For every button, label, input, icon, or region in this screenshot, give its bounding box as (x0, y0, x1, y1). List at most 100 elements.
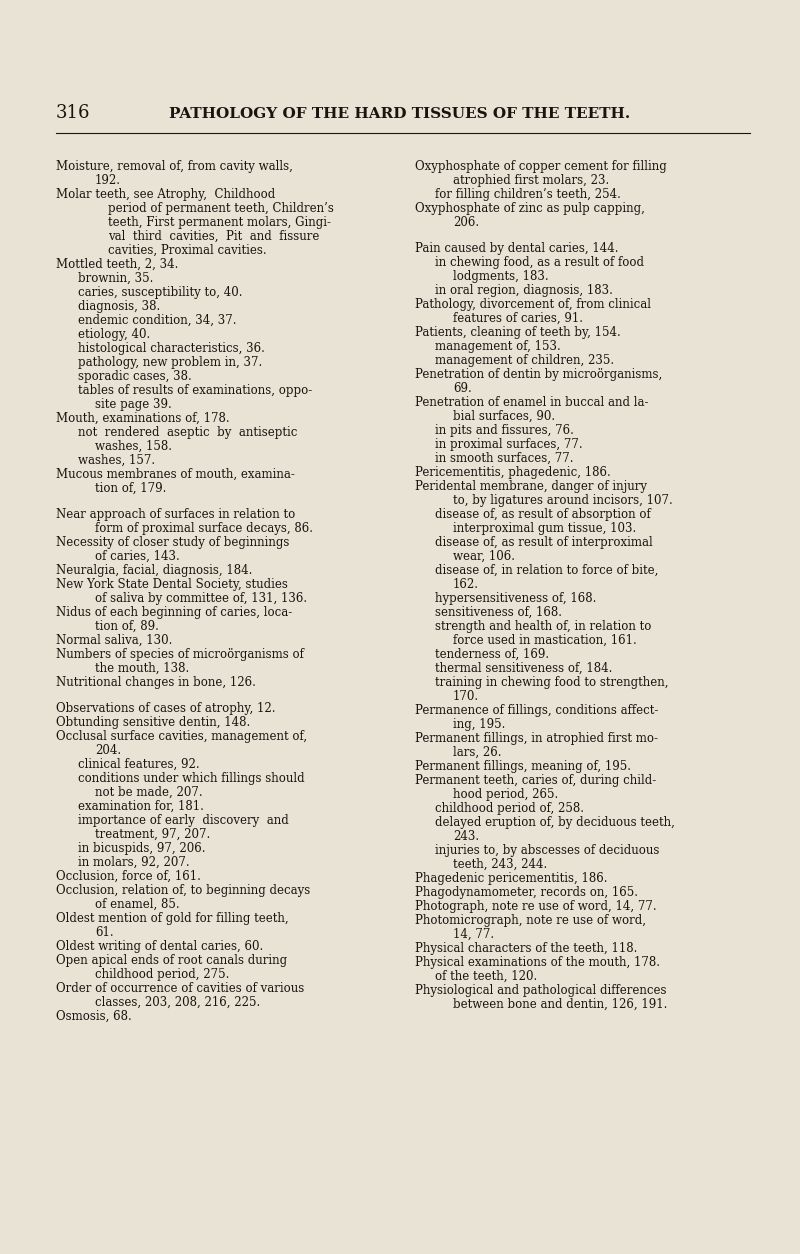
Text: brownin, 35.: brownin, 35. (78, 272, 154, 285)
Text: site page 39.: site page 39. (95, 398, 172, 411)
Text: not be made, 207.: not be made, 207. (95, 786, 202, 799)
Text: tables of results of examinations, oppo-: tables of results of examinations, oppo- (78, 384, 312, 398)
Text: of the teeth, 120.: of the teeth, 120. (435, 969, 538, 983)
Text: diagnosis, 38.: diagnosis, 38. (78, 300, 160, 314)
Text: Mouth, examinations of, 178.: Mouth, examinations of, 178. (56, 413, 230, 425)
Text: tion of, 179.: tion of, 179. (95, 482, 166, 495)
Text: 243.: 243. (453, 830, 479, 843)
Text: thermal sensitiveness of, 184.: thermal sensitiveness of, 184. (435, 662, 612, 675)
Text: teeth, First permanent molars, Gingi-: teeth, First permanent molars, Gingi- (108, 216, 331, 229)
Text: hood period, 265.: hood period, 265. (453, 788, 558, 801)
Text: childhood period of, 258.: childhood period of, 258. (435, 801, 584, 815)
Text: histological characteristics, 36.: histological characteristics, 36. (78, 342, 265, 355)
Text: disease of, as result of interproximal: disease of, as result of interproximal (435, 535, 653, 549)
Text: Photograph, note re use of word, 14, 77.: Photograph, note re use of word, 14, 77. (415, 900, 657, 913)
Text: 316: 316 (56, 104, 90, 122)
Text: in molars, 92, 207.: in molars, 92, 207. (78, 855, 190, 869)
Text: in chewing food, as a result of food: in chewing food, as a result of food (435, 256, 644, 268)
Text: for filling children’s teeth, 254.: for filling children’s teeth, 254. (435, 188, 621, 201)
Text: examination for, 181.: examination for, 181. (78, 800, 204, 813)
Text: 192.: 192. (95, 174, 121, 187)
Text: conditions under which fillings should: conditions under which fillings should (78, 771, 305, 785)
Text: form of proximal surface decays, 86.: form of proximal surface decays, 86. (95, 522, 313, 535)
Text: Physiological and pathological differences: Physiological and pathological differenc… (415, 984, 666, 997)
Text: Physical examinations of the mouth, 178.: Physical examinations of the mouth, 178. (415, 956, 660, 969)
Text: 170.: 170. (453, 690, 479, 703)
Text: Penetration of dentin by microörganisms,: Penetration of dentin by microörganisms, (415, 367, 662, 381)
Text: between bone and dentin, 126, 191.: between bone and dentin, 126, 191. (453, 998, 667, 1011)
Text: Physical characters of the teeth, 118.: Physical characters of the teeth, 118. (415, 942, 638, 954)
Text: Observations of cases of atrophy, 12.: Observations of cases of atrophy, 12. (56, 702, 275, 715)
Text: Permanent fillings, meaning of, 195.: Permanent fillings, meaning of, 195. (415, 760, 631, 772)
Text: not  rendered  aseptic  by  antiseptic: not rendered aseptic by antiseptic (78, 426, 298, 439)
Text: Pathology, divorcement of, from clinical: Pathology, divorcement of, from clinical (415, 298, 651, 311)
Text: 204.: 204. (95, 744, 121, 757)
Text: PATHOLOGY OF THE HARD TISSUES OF THE TEETH.: PATHOLOGY OF THE HARD TISSUES OF THE TEE… (170, 107, 630, 120)
Text: Pericementitis, phagedenic, 186.: Pericementitis, phagedenic, 186. (415, 466, 610, 479)
Text: Occlusion, relation of, to beginning decays: Occlusion, relation of, to beginning dec… (56, 884, 310, 897)
Text: in bicuspids, 97, 206.: in bicuspids, 97, 206. (78, 841, 206, 855)
Text: lars, 26.: lars, 26. (453, 746, 502, 759)
Text: Phagedenic pericementitis, 186.: Phagedenic pericementitis, 186. (415, 872, 607, 885)
Text: Moisture, removal of, from cavity walls,: Moisture, removal of, from cavity walls, (56, 161, 293, 173)
Text: Open apical ends of root canals during: Open apical ends of root canals during (56, 954, 287, 967)
Text: 162.: 162. (453, 578, 479, 591)
Text: treatment, 97, 207.: treatment, 97, 207. (95, 828, 210, 840)
Text: Necessity of closer study of beginnings: Necessity of closer study of beginnings (56, 535, 290, 549)
Text: Oldest writing of dental caries, 60.: Oldest writing of dental caries, 60. (56, 939, 263, 953)
Text: importance of early  discovery  and: importance of early discovery and (78, 814, 289, 826)
Text: Obtunding sensitive dentin, 148.: Obtunding sensitive dentin, 148. (56, 716, 250, 729)
Text: Peridental membrane, danger of injury: Peridental membrane, danger of injury (415, 480, 647, 493)
Text: in pits and fissures, 76.: in pits and fissures, 76. (435, 424, 574, 436)
Text: val  third  cavities,  Pit  and  fissure: val third cavities, Pit and fissure (108, 229, 319, 243)
Text: training in chewing food to strengthen,: training in chewing food to strengthen, (435, 676, 669, 688)
Text: teeth, 243, 244.: teeth, 243, 244. (453, 858, 547, 870)
Text: injuries to, by abscesses of deciduous: injuries to, by abscesses of deciduous (435, 844, 659, 856)
Text: disease of, in relation to force of bite,: disease of, in relation to force of bite… (435, 564, 658, 577)
Text: Order of occurrence of cavities of various: Order of occurrence of cavities of vario… (56, 982, 304, 994)
Text: interproximal gum tissue, 103.: interproximal gum tissue, 103. (453, 522, 636, 535)
Text: Oldest mention of gold for filling teeth,: Oldest mention of gold for filling teeth… (56, 912, 289, 924)
Text: washes, 158.: washes, 158. (95, 440, 172, 453)
Text: to, by ligatures around incisors, 107.: to, by ligatures around incisors, 107. (453, 494, 673, 507)
Text: Mottled teeth, 2, 34.: Mottled teeth, 2, 34. (56, 258, 178, 271)
Text: hypersensitiveness of, 168.: hypersensitiveness of, 168. (435, 592, 596, 604)
Text: features of caries, 91.: features of caries, 91. (453, 312, 583, 325)
Text: cavities, Proximal cavities.: cavities, Proximal cavities. (108, 245, 266, 257)
Text: New York State Dental Society, studies: New York State Dental Society, studies (56, 578, 288, 591)
Text: atrophied first molars, 23.: atrophied first molars, 23. (453, 174, 610, 187)
Text: in smooth surfaces, 77.: in smooth surfaces, 77. (435, 451, 574, 465)
Text: 69.: 69. (453, 382, 472, 395)
Text: force used in mastication, 161.: force used in mastication, 161. (453, 635, 637, 647)
Text: sensitiveness of, 168.: sensitiveness of, 168. (435, 606, 562, 619)
Text: Oxyphosphate of zinc as pulp capping,: Oxyphosphate of zinc as pulp capping, (415, 202, 645, 214)
Text: Permanent fillings, in atrophied first mo-: Permanent fillings, in atrophied first m… (415, 732, 658, 745)
Text: Penetration of enamel in buccal and la-: Penetration of enamel in buccal and la- (415, 396, 649, 409)
Text: Photomicrograph, note re use of word,: Photomicrograph, note re use of word, (415, 914, 646, 927)
Text: in oral region, diagnosis, 183.: in oral region, diagnosis, 183. (435, 283, 613, 297)
Text: Nidus of each beginning of caries, loca-: Nidus of each beginning of caries, loca- (56, 606, 292, 619)
Text: Osmosis, 68.: Osmosis, 68. (56, 1009, 132, 1023)
Text: of enamel, 85.: of enamel, 85. (95, 898, 180, 910)
Text: period of permanent teeth, Children’s: period of permanent teeth, Children’s (108, 202, 334, 214)
Text: lodgments, 183.: lodgments, 183. (453, 270, 549, 283)
Text: Patients, cleaning of teeth by, 154.: Patients, cleaning of teeth by, 154. (415, 326, 621, 339)
Text: 14, 77.: 14, 77. (453, 928, 494, 940)
Text: caries, susceptibility to, 40.: caries, susceptibility to, 40. (78, 286, 242, 298)
Text: ing, 195.: ing, 195. (453, 717, 506, 731)
Text: tenderness of, 169.: tenderness of, 169. (435, 648, 549, 661)
Text: Numbers of species of microörganisms of: Numbers of species of microörganisms of (56, 648, 304, 661)
Text: Occlusal surface cavities, management of,: Occlusal surface cavities, management of… (56, 730, 307, 742)
Text: management of, 153.: management of, 153. (435, 340, 561, 352)
Text: washes, 157.: washes, 157. (78, 454, 155, 466)
Text: Oxyphosphate of copper cement for filling: Oxyphosphate of copper cement for fillin… (415, 161, 666, 173)
Text: Molar teeth, see Atrophy,  Childhood: Molar teeth, see Atrophy, Childhood (56, 188, 275, 201)
Text: Neuralgia, facial, diagnosis, 184.: Neuralgia, facial, diagnosis, 184. (56, 564, 252, 577)
Text: Mucous membranes of mouth, examina-: Mucous membranes of mouth, examina- (56, 468, 295, 482)
Text: etiology, 40.: etiology, 40. (78, 329, 150, 341)
Text: of caries, 143.: of caries, 143. (95, 551, 180, 563)
Text: Occlusion, force of, 161.: Occlusion, force of, 161. (56, 870, 201, 883)
Text: wear, 106.: wear, 106. (453, 551, 515, 563)
Text: 206.: 206. (453, 216, 479, 229)
Text: Permanence of fillings, conditions affect-: Permanence of fillings, conditions affec… (415, 703, 658, 717)
